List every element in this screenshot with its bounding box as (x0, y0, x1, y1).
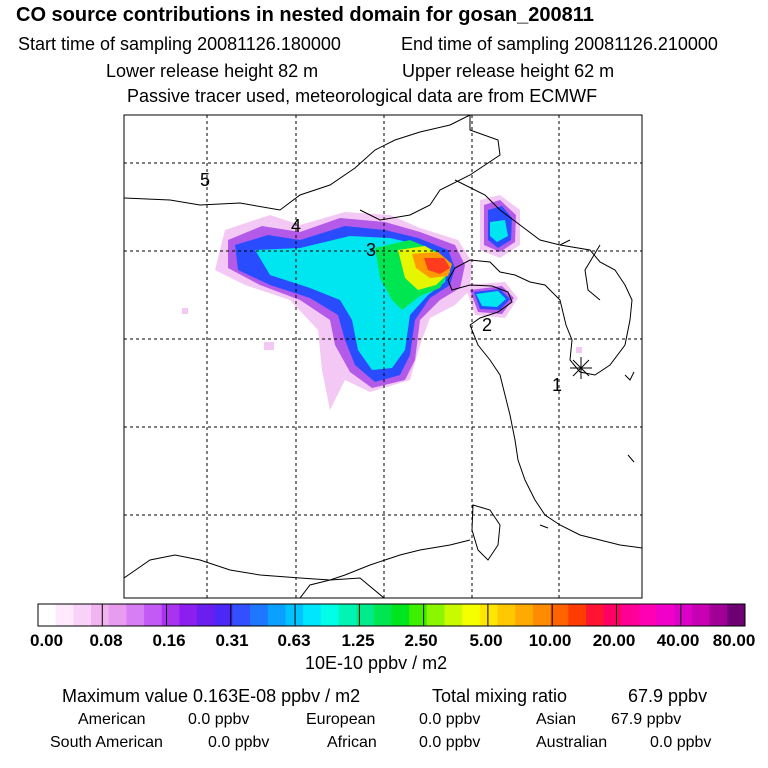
colorbar-swatch (462, 604, 481, 626)
coastlines (124, 115, 642, 598)
colorbar-swatch (727, 604, 746, 626)
colorbar-swatch (621, 604, 640, 626)
colorbar (37, 603, 746, 627)
colorbar-units: 10E-10 ppbv / m2 (305, 653, 448, 673)
colorbar-swatch (214, 604, 233, 626)
colorbar-swatch (373, 604, 392, 626)
colorbar-label: 0.31 (215, 631, 249, 650)
colorbar-swatch (144, 604, 163, 626)
end-time-label: End time of sampling 20081126.210000 (401, 34, 718, 54)
colorbar-swatch (285, 604, 304, 626)
colorbar-swatch (603, 604, 622, 626)
colorbar-swatch (709, 604, 728, 626)
colorbar-label: 10.00 (528, 631, 572, 650)
tracer-info-label: Passive tracer used, meteorological data… (127, 86, 598, 106)
colorbar-swatch (232, 604, 251, 626)
colorbar-swatch (38, 604, 57, 626)
total-mixing-value: 67.9 ppbv (628, 686, 708, 706)
south-american-value: 0.0 ppbv (208, 734, 270, 751)
position-label-5: 5 (200, 170, 210, 190)
colorbar-swatch (338, 604, 357, 626)
position-label-4: 4 (291, 216, 301, 236)
european-label: European (306, 711, 376, 728)
colorbar-swatch (426, 604, 446, 626)
african-value: 0.0 ppbv (419, 734, 481, 751)
asian-value: 67.9 ppbv (611, 711, 682, 728)
position-label-3: 3 (366, 240, 376, 260)
colorbar-swatch (91, 604, 110, 626)
colorbar-frame (37, 603, 746, 627)
plot-title: CO source contributions in nested domain… (16, 4, 594, 26)
colorbar-label: 2.50 (404, 631, 438, 650)
colorbar-swatch (656, 604, 675, 626)
start-time-label: Start time of sampling 20081126.180000 (18, 34, 341, 54)
african-label: African (327, 734, 377, 751)
colorbar-swatch (550, 604, 569, 626)
colorbar-label: 0.00 (30, 631, 64, 650)
south-american-label: South American (50, 734, 163, 751)
plume-red (424, 258, 450, 274)
asian-label: Asian (536, 711, 577, 728)
colorbar-label: 80.00 (712, 631, 756, 650)
colorbar-swatch (691, 604, 711, 626)
american-value: 0.0 ppbv (188, 711, 250, 728)
colorbar-swatch (267, 604, 286, 626)
colorbar-swatch (55, 604, 74, 626)
colorbar-label: 1.25 (341, 631, 375, 650)
colorbar-swatch (409, 604, 428, 626)
australian-value: 0.0 ppbv (650, 734, 712, 751)
colorbar-swatch (320, 604, 339, 626)
plume-layer (182, 195, 582, 410)
colorbar-swatch (568, 604, 587, 626)
colorbar-label: 0.16 (152, 631, 186, 650)
colorbar-swatch (674, 604, 693, 626)
colorbar-swatch (356, 604, 375, 626)
colorbar-swatch (197, 604, 216, 626)
colorbar-swatch (497, 604, 516, 626)
asterisk-icon (570, 357, 592, 379)
colorbar-swatch (479, 604, 499, 626)
colorbar-swatch (108, 604, 127, 626)
colorbar-swatch (250, 604, 269, 626)
colorbar-swatch (638, 604, 658, 626)
colorbar-label: 20.00 (592, 631, 636, 650)
colorbar-swatch (179, 604, 198, 626)
position-label-2: 2 (482, 315, 492, 335)
american-label: American (78, 711, 146, 728)
colorbar-swatch (391, 604, 410, 626)
colorbar-label: 40.00 (656, 631, 700, 650)
colorbar-swatch (585, 604, 605, 626)
total-mixing-label: Total mixing ratio (432, 686, 568, 706)
australian-label: Australian (536, 734, 608, 751)
colorbar-label: 5.00 (469, 631, 503, 650)
colorbar-swatch (532, 604, 552, 626)
colorbar-swatch (126, 604, 145, 626)
position-label-1: 1 (552, 375, 562, 395)
colorbar-swatch (444, 604, 463, 626)
colorbar-swatch (303, 604, 322, 626)
colorbar-label: 0.08 (89, 631, 123, 650)
upper-release-label: Upper release height 62 m (402, 61, 615, 81)
lower-release-label: Lower release height 82 m (106, 61, 319, 81)
maximum-value: Maximum value 0.163E-08 ppbv / m2 (62, 686, 361, 706)
colorbar-swatch (515, 604, 534, 626)
colorbar-swatch (73, 604, 92, 626)
colorbar-swatch (161, 604, 180, 626)
map-frame (123, 114, 643, 599)
colorbar-label: 0.63 (277, 631, 311, 650)
graticule (124, 115, 642, 598)
european-value: 0.0 ppbv (419, 711, 481, 728)
